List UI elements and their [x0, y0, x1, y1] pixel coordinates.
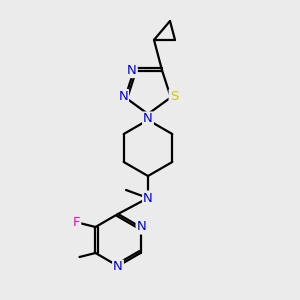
Text: N: N: [143, 191, 153, 205]
Text: N: N: [118, 90, 128, 103]
Text: N: N: [136, 220, 146, 233]
Text: F: F: [73, 215, 80, 229]
Text: N: N: [113, 260, 123, 274]
Text: N: N: [143, 112, 153, 125]
Text: S: S: [169, 90, 178, 103]
Text: N: N: [127, 64, 137, 77]
